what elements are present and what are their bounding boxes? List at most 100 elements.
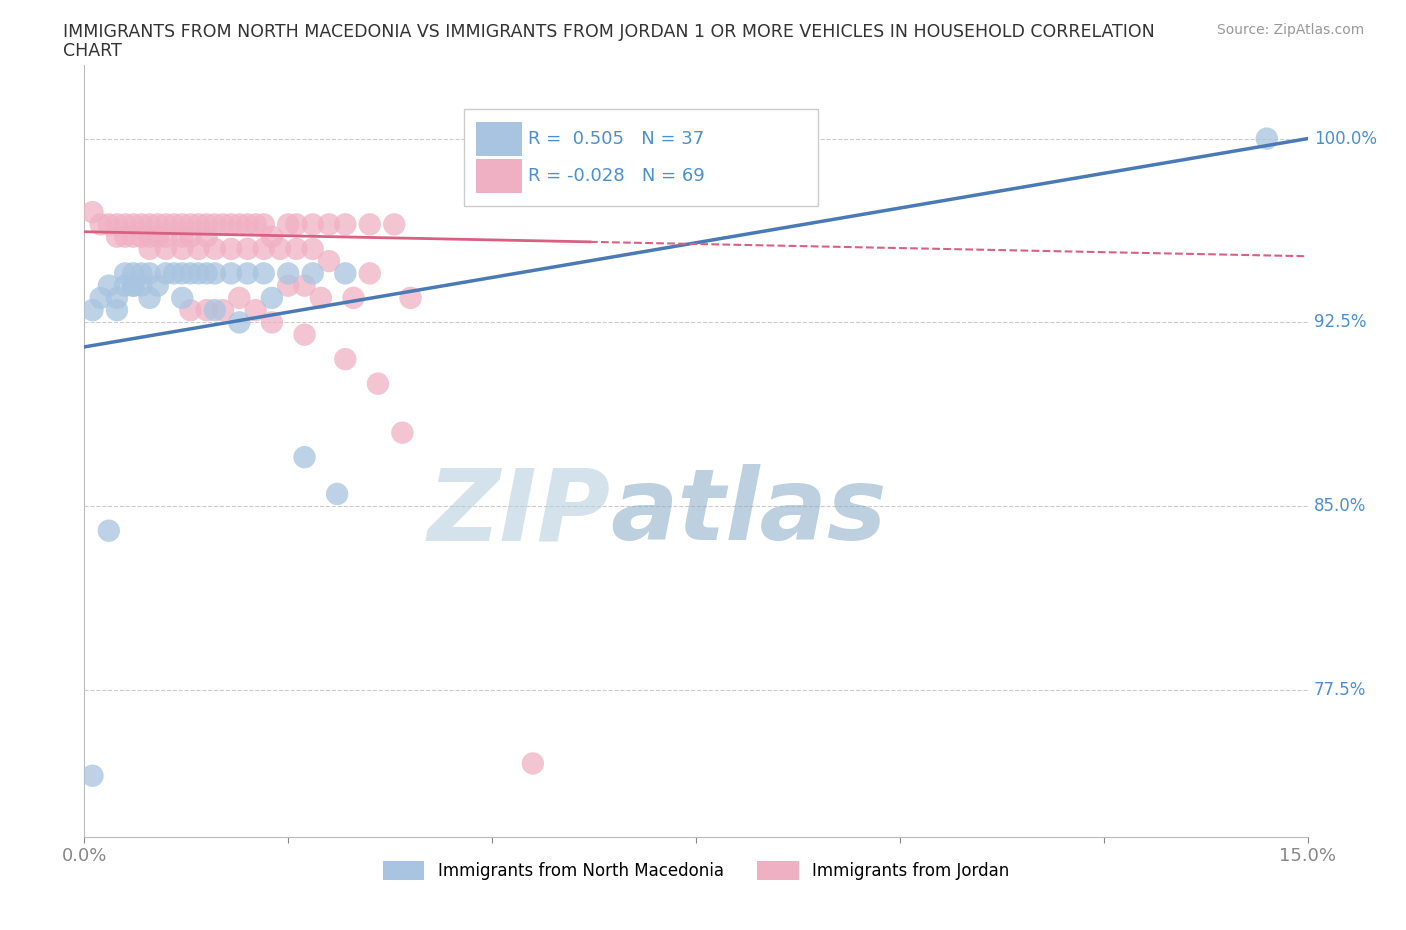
Point <box>122 266 145 281</box>
Point <box>195 266 218 281</box>
Point <box>138 229 160 244</box>
Point <box>122 229 145 244</box>
Point <box>82 205 104 219</box>
Point <box>335 266 357 281</box>
Point <box>146 278 169 293</box>
Point <box>114 278 136 293</box>
Point <box>294 450 316 465</box>
Point <box>155 242 177 257</box>
Point <box>326 486 349 501</box>
Text: ZIP: ZIP <box>427 464 610 562</box>
Text: R = -0.028   N = 69: R = -0.028 N = 69 <box>529 167 706 185</box>
Point <box>131 266 153 281</box>
Point <box>277 278 299 293</box>
Point <box>90 217 112 232</box>
Point <box>285 242 308 257</box>
Point <box>122 278 145 293</box>
Point <box>138 242 160 257</box>
Point <box>195 217 218 232</box>
Point <box>114 217 136 232</box>
Point <box>97 524 120 538</box>
Point <box>318 254 340 269</box>
Text: 100.0%: 100.0% <box>1313 129 1376 148</box>
Point <box>172 242 194 257</box>
Point <box>172 266 194 281</box>
Point <box>522 756 544 771</box>
Point <box>105 302 128 317</box>
Point <box>195 302 218 317</box>
Point <box>245 302 267 317</box>
Point <box>359 266 381 281</box>
Point <box>122 278 145 293</box>
Point <box>187 217 209 232</box>
Point <box>294 278 316 293</box>
Text: 77.5%: 77.5% <box>1313 681 1367 699</box>
Point <box>260 290 283 305</box>
Point <box>335 217 357 232</box>
Text: Source: ZipAtlas.com: Source: ZipAtlas.com <box>1216 23 1364 37</box>
Legend: Immigrants from North Macedonia, Immigrants from Jordan: Immigrants from North Macedonia, Immigra… <box>375 854 1017 886</box>
Point <box>146 229 169 244</box>
Point <box>155 229 177 244</box>
Text: 85.0%: 85.0% <box>1313 498 1367 515</box>
Point <box>219 266 242 281</box>
Text: IMMIGRANTS FROM NORTH MACEDONIA VS IMMIGRANTS FROM JORDAN 1 OR MORE VEHICLES IN : IMMIGRANTS FROM NORTH MACEDONIA VS IMMIG… <box>63 23 1154 41</box>
Point <box>212 302 235 317</box>
Point <box>253 242 276 257</box>
Point <box>253 217 276 232</box>
FancyBboxPatch shape <box>464 110 818 206</box>
Point <box>301 242 323 257</box>
Point <box>163 217 186 232</box>
Point <box>236 242 259 257</box>
Point <box>236 266 259 281</box>
Point <box>114 229 136 244</box>
Point <box>260 315 283 330</box>
Text: 92.5%: 92.5% <box>1313 313 1367 331</box>
Point <box>131 229 153 244</box>
Point <box>260 229 283 244</box>
Point <box>359 217 381 232</box>
Point <box>131 217 153 232</box>
Point <box>367 377 389 392</box>
Point <box>204 266 226 281</box>
Point <box>187 266 209 281</box>
Text: CHART: CHART <box>63 42 122 60</box>
Point <box>105 217 128 232</box>
Point <box>172 217 194 232</box>
Point <box>309 290 332 305</box>
Point <box>114 266 136 281</box>
Point <box>105 229 128 244</box>
Point <box>382 217 405 232</box>
Text: atlas: atlas <box>610 464 887 562</box>
Point <box>131 278 153 293</box>
Point <box>277 266 299 281</box>
Point <box>172 290 194 305</box>
Point <box>82 768 104 783</box>
Point <box>342 290 364 305</box>
Point <box>97 217 120 232</box>
Point <box>236 217 259 232</box>
Point <box>228 315 250 330</box>
FancyBboxPatch shape <box>475 159 522 193</box>
Point <box>391 425 413 440</box>
Point <box>105 290 128 305</box>
Point <box>399 290 422 305</box>
Point <box>138 290 160 305</box>
Text: R =  0.505   N = 37: R = 0.505 N = 37 <box>529 130 704 148</box>
Point <box>179 229 201 244</box>
Point <box>204 302 226 317</box>
Point <box>301 266 323 281</box>
FancyBboxPatch shape <box>475 122 522 156</box>
Point <box>187 242 209 257</box>
Point <box>212 217 235 232</box>
Point <box>269 242 291 257</box>
Point <box>335 352 357 366</box>
Point <box>253 266 276 281</box>
Point <box>204 242 226 257</box>
Point <box>172 229 194 244</box>
Point <box>219 217 242 232</box>
Point <box>179 302 201 317</box>
Point <box>195 229 218 244</box>
Point <box>82 302 104 317</box>
Point <box>219 242 242 257</box>
